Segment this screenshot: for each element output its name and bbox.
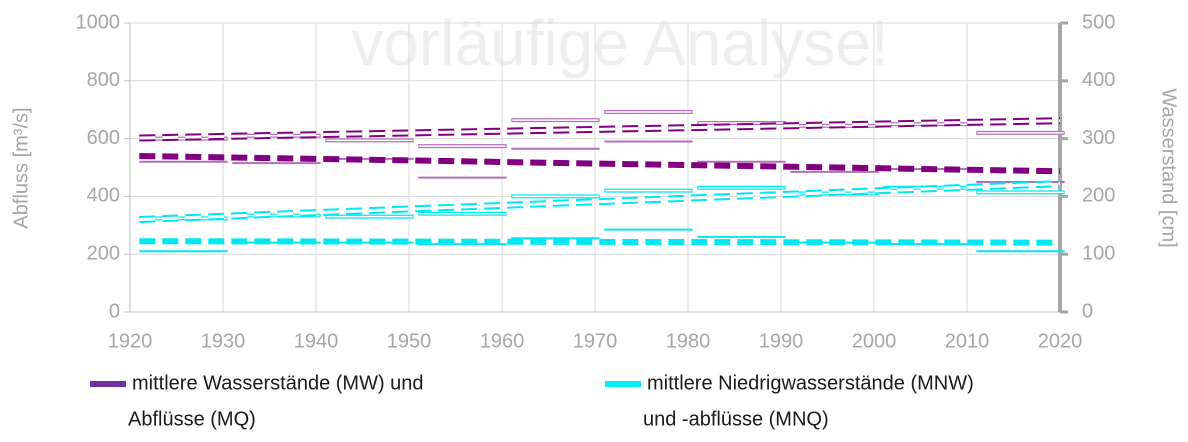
y2-tick-label: 300 [1082, 127, 1115, 149]
x-tick-label: 1940 [294, 330, 339, 352]
x-tick-label: 2020 [1038, 330, 1083, 352]
y2-tick-label: 500 [1082, 11, 1115, 33]
y-axis-label: Abfluss [m³/s] [10, 107, 32, 228]
legend-label: mittlere Wasserstände (MW) und [132, 372, 424, 394]
trend-line-inner [139, 119, 1061, 140]
legend-label: und -abflüsse (MNQ) [643, 408, 829, 430]
y-tick-label: 400 [87, 185, 120, 207]
trend-line [139, 238, 1061, 246]
x-tick-label: 1960 [480, 330, 525, 352]
y-tick-label: 1000 [76, 11, 121, 33]
y-tick-label: 200 [87, 242, 120, 264]
y2-tick-label: 400 [1082, 69, 1115, 91]
x-tick-label: 1970 [573, 330, 618, 352]
y-tick-label: 0 [109, 300, 120, 322]
legend-label: Abflüsse (MQ) [128, 408, 256, 430]
legend-label: mittlere Niedrigwasserstände (MNW) [647, 372, 974, 394]
trend-line [139, 152, 1061, 175]
y2-tick-label: 100 [1082, 242, 1115, 264]
legend-swatch [90, 381, 126, 387]
x-tick-label: 1920 [108, 330, 153, 352]
y2-tick-label: 0 [1082, 300, 1093, 322]
x-tick-label: 2000 [852, 330, 897, 352]
x-tick-label: 1990 [759, 330, 804, 352]
y2-tick-label: 200 [1082, 185, 1115, 207]
trend-line-inner [139, 182, 1061, 222]
x-tick-label: 1930 [201, 330, 246, 352]
x-tick-label: 1980 [666, 330, 711, 352]
y2-axis-label: Wasserstand [cm] [1158, 88, 1180, 247]
y-tick-label: 800 [87, 69, 120, 91]
x-tick-label: 2010 [945, 330, 990, 352]
legend-swatch [605, 381, 641, 387]
x-tick-label: 1950 [387, 330, 432, 352]
watermark: vorläufige Analyse! [351, 7, 888, 79]
y-tick-label: 600 [87, 127, 120, 149]
